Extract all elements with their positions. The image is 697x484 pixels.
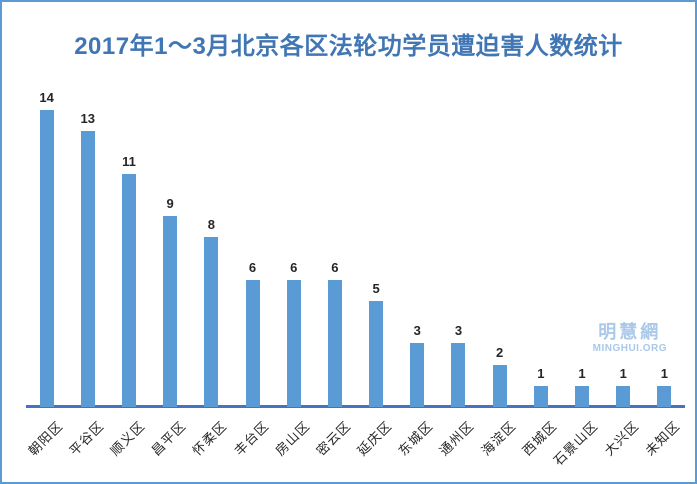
bar — [616, 386, 631, 407]
x-axis-label: 怀柔区 — [189, 418, 231, 459]
bar-value-label: 6 — [248, 260, 257, 275]
x-axis-label: 顺义区 — [107, 418, 148, 459]
bar-value-label: 1 — [537, 366, 545, 381]
bar-value-label: 1 — [619, 366, 627, 381]
bar-value-label: 3 — [413, 323, 421, 338]
bar — [410, 343, 425, 407]
bar-value-label: 11 — [122, 154, 136, 169]
bar-value-label: 1 — [578, 366, 586, 381]
bar-value-label: 13 — [80, 111, 96, 126]
bar-value-label: 3 — [454, 323, 463, 338]
x-axis-label: 房山区 — [272, 418, 313, 459]
bar — [369, 301, 384, 407]
bar — [39, 110, 54, 407]
x-axis-label: 平谷区 — [66, 418, 107, 459]
bar-value-label: 1 — [660, 366, 669, 381]
bar — [163, 216, 178, 407]
x-axis-label: 丰台区 — [230, 418, 272, 459]
x-axis-label: 东城区 — [395, 418, 437, 459]
bar — [327, 280, 342, 407]
bar — [80, 131, 95, 407]
x-axis-label: 海淀区 — [478, 418, 519, 459]
bar — [121, 174, 136, 407]
bar — [451, 343, 466, 407]
bar — [286, 280, 301, 407]
bar — [575, 386, 590, 407]
bar — [245, 280, 260, 407]
bar — [533, 386, 548, 407]
bar — [657, 386, 672, 407]
watermark-site-name: 明慧網 — [598, 322, 662, 342]
bar-value-label: 9 — [166, 196, 174, 211]
bar-value-label: 14 — [39, 90, 54, 105]
x-axis-label: 石景山区 — [550, 418, 601, 469]
bar-value-label: 2 — [496, 345, 504, 360]
x-axis-label: 未知区 — [642, 418, 684, 459]
bar — [492, 365, 507, 407]
x-axis-label: 昌平区 — [148, 418, 189, 459]
x-axis-line — [26, 405, 685, 408]
chart-title: 2017年1～3月北京各区法轮功学员遭迫害人数统计 — [74, 33, 623, 60]
x-axis-label: 密云区 — [313, 418, 354, 459]
x-axis-label: 通州区 — [436, 418, 478, 459]
watermark: 明慧網 MINGHUI.ORG — [593, 322, 667, 354]
bar-value-label: 8 — [207, 217, 215, 232]
x-axis-label: 朝阳区 — [25, 418, 66, 459]
bar — [204, 237, 219, 407]
x-axis-label: 延庆区 — [354, 418, 395, 459]
bar-value-label: 5 — [372, 281, 380, 296]
watermark-site-url: MINGHUI.ORG — [592, 342, 667, 354]
bar-value-label: 6 — [290, 260, 298, 275]
bar-value-label: 6 — [331, 260, 339, 275]
x-axis-label: 大兴区 — [601, 418, 642, 459]
